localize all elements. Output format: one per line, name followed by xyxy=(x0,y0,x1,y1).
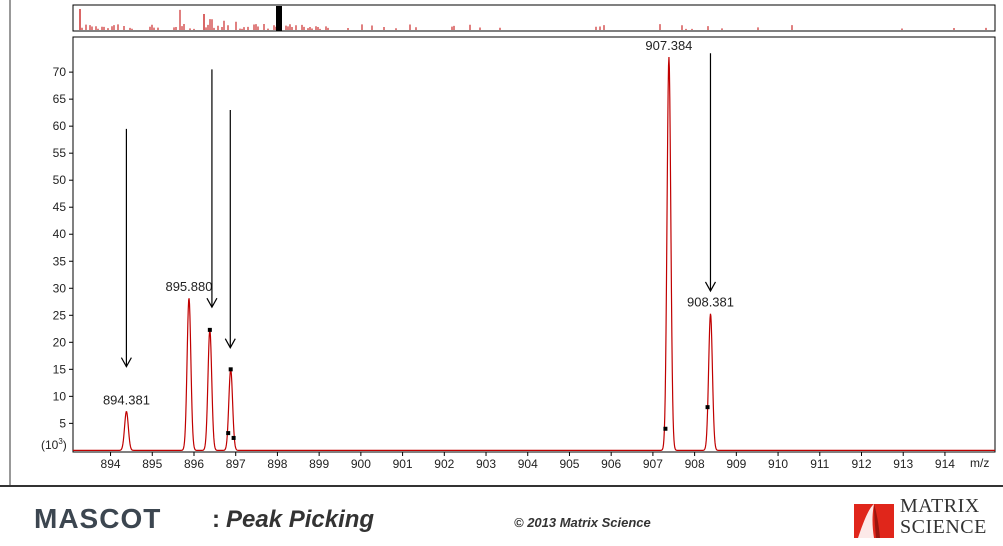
peak-marker-4 xyxy=(663,426,668,431)
peak-label-5: 908.381 xyxy=(687,295,734,310)
peak-markers xyxy=(207,327,710,440)
x-tick-label-910: 910 xyxy=(768,457,788,471)
x-tick-label-906: 906 xyxy=(601,457,621,471)
peak-marker-5 xyxy=(705,405,710,410)
x-tick-label-895: 895 xyxy=(142,457,162,471)
annotation-arrow-2 xyxy=(224,109,236,349)
x-tick-label-911: 911 xyxy=(810,457,829,471)
slide-title-text: Peak Picking xyxy=(226,506,375,533)
x-tick-label-901: 901 xyxy=(393,457,413,471)
x-tick-label-902: 902 xyxy=(434,457,454,471)
mascot-brand: MASCOT xyxy=(34,503,162,534)
x-tick-label-912: 912 xyxy=(851,457,871,471)
arrow-head-0 xyxy=(120,357,132,368)
matrix-science-logo: MATRIX SCIENCE xyxy=(852,494,1000,542)
x-tick-label-894: 894 xyxy=(101,457,121,471)
x-tick-label-913: 913 xyxy=(893,457,913,471)
x-tick-label-897: 897 xyxy=(226,457,246,471)
y-tick-label-5: 5 xyxy=(59,416,66,430)
peak-marker-1 xyxy=(228,367,233,372)
x-tick-label-900: 900 xyxy=(351,457,371,471)
matrix-science-logo-icon xyxy=(854,504,894,538)
overview-zoom-window[interactable] xyxy=(276,6,282,31)
x-axis: 894 895 896 897 898 899 900 901 902 903 904 905 906 9… xyxy=(101,452,955,471)
logo-wordmark: MATRIX SCIENCE xyxy=(900,496,987,538)
footer xyxy=(0,487,1003,546)
y-tick-label-30: 30 xyxy=(53,281,67,295)
y-tick-label-20: 20 xyxy=(53,335,67,349)
x-tick-label-909: 909 xyxy=(726,457,746,471)
y-tick-label-50: 50 xyxy=(53,173,67,187)
y-tick-label-70: 70 xyxy=(53,65,67,79)
x-tick-label-908: 908 xyxy=(685,457,705,471)
y-tick-label-45: 45 xyxy=(53,200,67,214)
y-tick-label-15: 15 xyxy=(53,362,67,376)
spectrum-trace xyxy=(73,57,995,451)
title-colon: : xyxy=(212,506,220,533)
plot-border xyxy=(72,36,996,453)
copyright-text: © 2013 Matrix Science xyxy=(514,515,651,530)
y-tick-label-55: 55 xyxy=(53,146,67,160)
x-tick-label-899: 899 xyxy=(309,457,329,471)
peak-marker-0 xyxy=(207,327,212,332)
y-tick-label-25: 25 xyxy=(53,308,67,322)
y-axis: 5 10 15 20 25 30 35 40 45 50 55 60 65 70 xyxy=(53,65,73,430)
annotation-arrow-1 xyxy=(206,69,218,309)
peak-marker-3 xyxy=(231,435,236,440)
annotation-arrow-0 xyxy=(120,128,132,368)
x-tick-label-898: 898 xyxy=(267,457,287,471)
y-tick-label-40: 40 xyxy=(53,227,67,241)
overview-strip[interactable] xyxy=(72,4,996,32)
overview-border xyxy=(72,4,996,32)
logo-line-2: SCIENCE xyxy=(900,516,987,538)
annotation-arrows xyxy=(120,53,716,368)
y-tick-label-35: 35 xyxy=(53,254,67,268)
peak-label-4: 907.384 xyxy=(645,38,692,53)
x-axis-label: m/z xyxy=(970,456,989,470)
y-axis-unit-label: (103) xyxy=(41,437,67,452)
spectrum-plot[interactable]: 5 10 15 20 25 30 35 40 45 50 55 60 65 70 894 895 896 897… xyxy=(41,36,996,471)
peak-label-1: 895.880 xyxy=(165,279,212,294)
arrow-head-1 xyxy=(206,297,218,309)
y-tick-label-10: 10 xyxy=(53,389,67,403)
x-tick-label-914: 914 xyxy=(935,457,955,471)
peak-label-0: 894.381 xyxy=(103,392,150,407)
slide-title: : Peak Picking xyxy=(212,506,374,534)
peak-labels: 894.381 895.880 907.384 908.381 xyxy=(103,38,734,407)
annotation-arrow-3 xyxy=(704,53,716,293)
x-tick-label-896: 896 xyxy=(184,457,204,471)
logo-line-1: MATRIX xyxy=(900,495,980,517)
overview-spikes xyxy=(79,9,987,30)
arrow-head-3 xyxy=(704,281,716,293)
x-tick-label-903: 903 xyxy=(476,457,496,471)
x-tick-label-907: 907 xyxy=(643,457,663,471)
y-tick-label-65: 65 xyxy=(53,92,67,106)
arrow-head-2 xyxy=(224,338,236,349)
x-tick-label-904: 904 xyxy=(518,457,538,471)
x-tick-label-905: 905 xyxy=(559,457,579,471)
peak-marker-2 xyxy=(226,431,231,436)
y-tick-label-60: 60 xyxy=(53,119,67,133)
